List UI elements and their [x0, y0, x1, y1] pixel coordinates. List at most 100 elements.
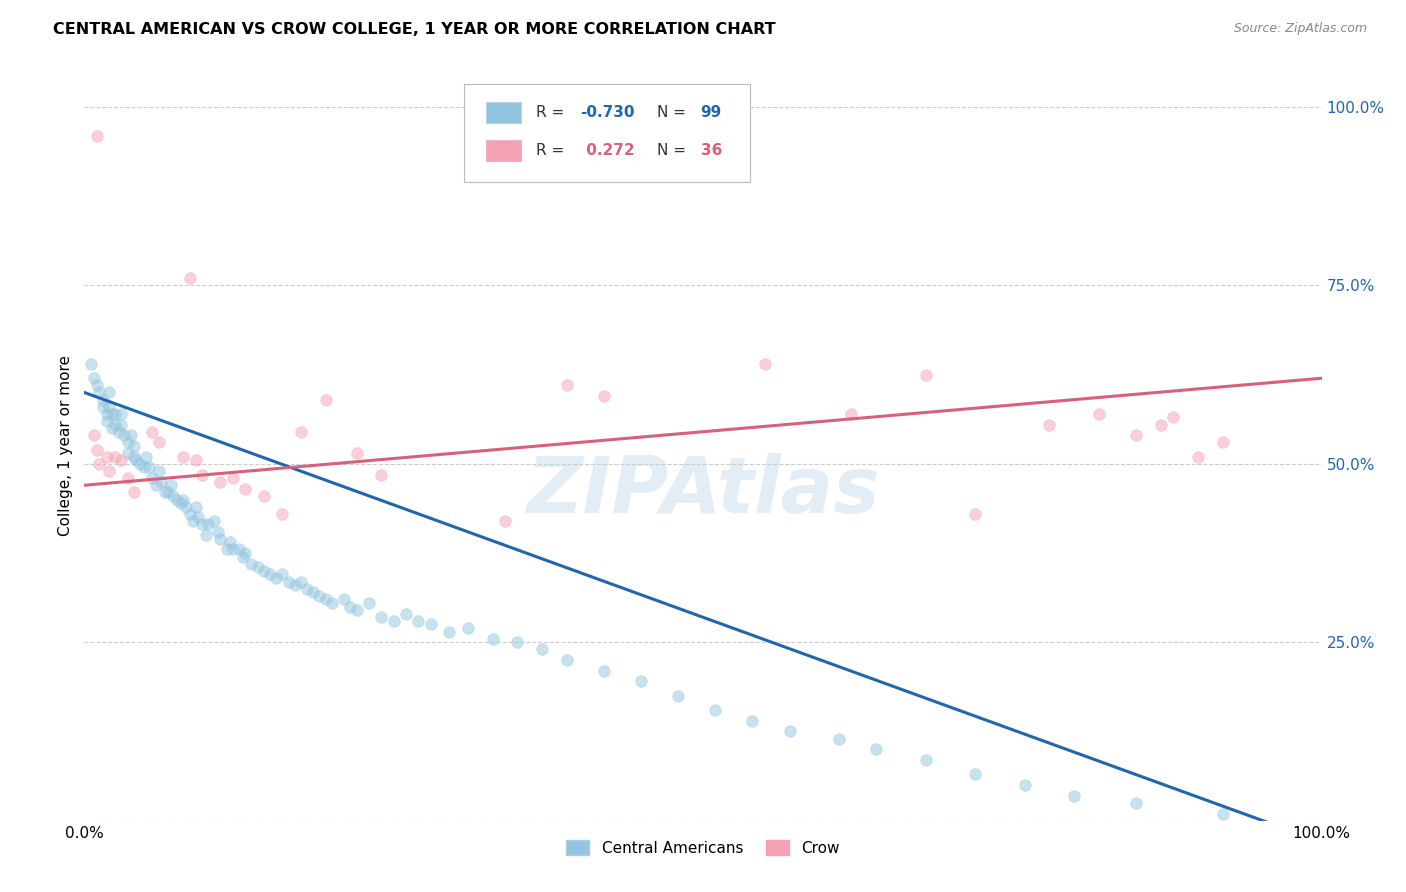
- Point: [138, 460, 160, 475]
- Point: [132, 460, 155, 475]
- Text: 36: 36: [700, 143, 721, 158]
- Point: [191, 517, 214, 532]
- Point: [91, 392, 114, 407]
- Point: [215, 542, 238, 557]
- Point: [222, 471, 245, 485]
- Point: [419, 617, 441, 632]
- Point: [160, 478, 183, 492]
- Point: [333, 592, 356, 607]
- Point: [264, 571, 287, 585]
- Point: [145, 478, 167, 492]
- Point: [828, 731, 851, 746]
- Point: [439, 624, 461, 639]
- Point: [207, 524, 229, 539]
- Point: [202, 514, 225, 528]
- Point: [150, 475, 173, 489]
- Point: [110, 417, 132, 432]
- Point: [290, 574, 312, 589]
- Point: [965, 767, 987, 781]
- Point: [148, 435, 170, 450]
- Point: [184, 453, 207, 467]
- Point: [122, 485, 145, 500]
- Point: [233, 546, 256, 560]
- Point: [174, 500, 197, 514]
- Point: [122, 450, 145, 464]
- Point: [321, 596, 343, 610]
- Point: [194, 528, 217, 542]
- Point: [259, 567, 281, 582]
- Point: [89, 385, 111, 400]
- Point: [96, 414, 118, 428]
- Point: [346, 446, 368, 460]
- Point: [1014, 778, 1036, 792]
- Point: [233, 482, 256, 496]
- Point: [232, 549, 254, 564]
- Point: [98, 400, 121, 414]
- Point: [96, 407, 118, 421]
- Point: [83, 371, 105, 385]
- Point: [1212, 435, 1234, 450]
- Point: [841, 407, 863, 421]
- Point: [104, 407, 127, 421]
- Point: [104, 450, 127, 464]
- Point: [1125, 428, 1147, 442]
- Point: [100, 407, 122, 421]
- Point: [382, 614, 405, 628]
- Text: R =: R =: [536, 105, 569, 120]
- Point: [98, 464, 121, 478]
- Text: Source: ZipAtlas.com: Source: ZipAtlas.com: [1233, 22, 1367, 36]
- Point: [302, 585, 325, 599]
- Point: [100, 421, 122, 435]
- Point: [96, 450, 118, 464]
- Point: [666, 689, 689, 703]
- Point: [187, 510, 209, 524]
- Point: [129, 457, 152, 471]
- Point: [277, 574, 299, 589]
- Text: -0.730: -0.730: [581, 105, 636, 120]
- Point: [79, 357, 101, 371]
- Text: 99: 99: [700, 105, 721, 120]
- Point: [704, 703, 727, 717]
- Point: [1150, 417, 1173, 432]
- Point: [83, 428, 105, 442]
- Text: N =: N =: [657, 143, 692, 158]
- Point: [86, 378, 108, 392]
- Point: [754, 357, 776, 371]
- Point: [86, 442, 108, 457]
- Point: [179, 271, 201, 285]
- Point: [339, 599, 361, 614]
- Point: [253, 489, 276, 503]
- Point: [181, 514, 204, 528]
- Point: [222, 542, 245, 557]
- Point: [117, 446, 139, 460]
- Point: [191, 467, 214, 482]
- Point: [408, 614, 430, 628]
- Point: [494, 514, 516, 528]
- Point: [112, 428, 135, 442]
- Point: [1212, 806, 1234, 821]
- Point: [370, 467, 392, 482]
- Point: [172, 450, 194, 464]
- Point: [172, 492, 194, 507]
- Point: [593, 389, 616, 403]
- Point: [290, 425, 312, 439]
- Point: [295, 582, 318, 596]
- Point: [153, 485, 176, 500]
- FancyBboxPatch shape: [464, 84, 749, 182]
- Point: [135, 450, 157, 464]
- Point: [1088, 407, 1111, 421]
- Point: [346, 603, 368, 617]
- Point: [110, 407, 132, 421]
- Point: [86, 128, 108, 143]
- Point: [271, 567, 294, 582]
- Point: [89, 457, 111, 471]
- Point: [209, 532, 232, 546]
- Point: [246, 560, 269, 574]
- Point: [162, 489, 184, 503]
- Legend: Central Americans, Crow: Central Americans, Crow: [561, 833, 845, 862]
- Point: [141, 471, 163, 485]
- Point: [914, 753, 936, 767]
- FancyBboxPatch shape: [486, 102, 522, 123]
- FancyBboxPatch shape: [486, 139, 522, 161]
- Point: [555, 653, 578, 667]
